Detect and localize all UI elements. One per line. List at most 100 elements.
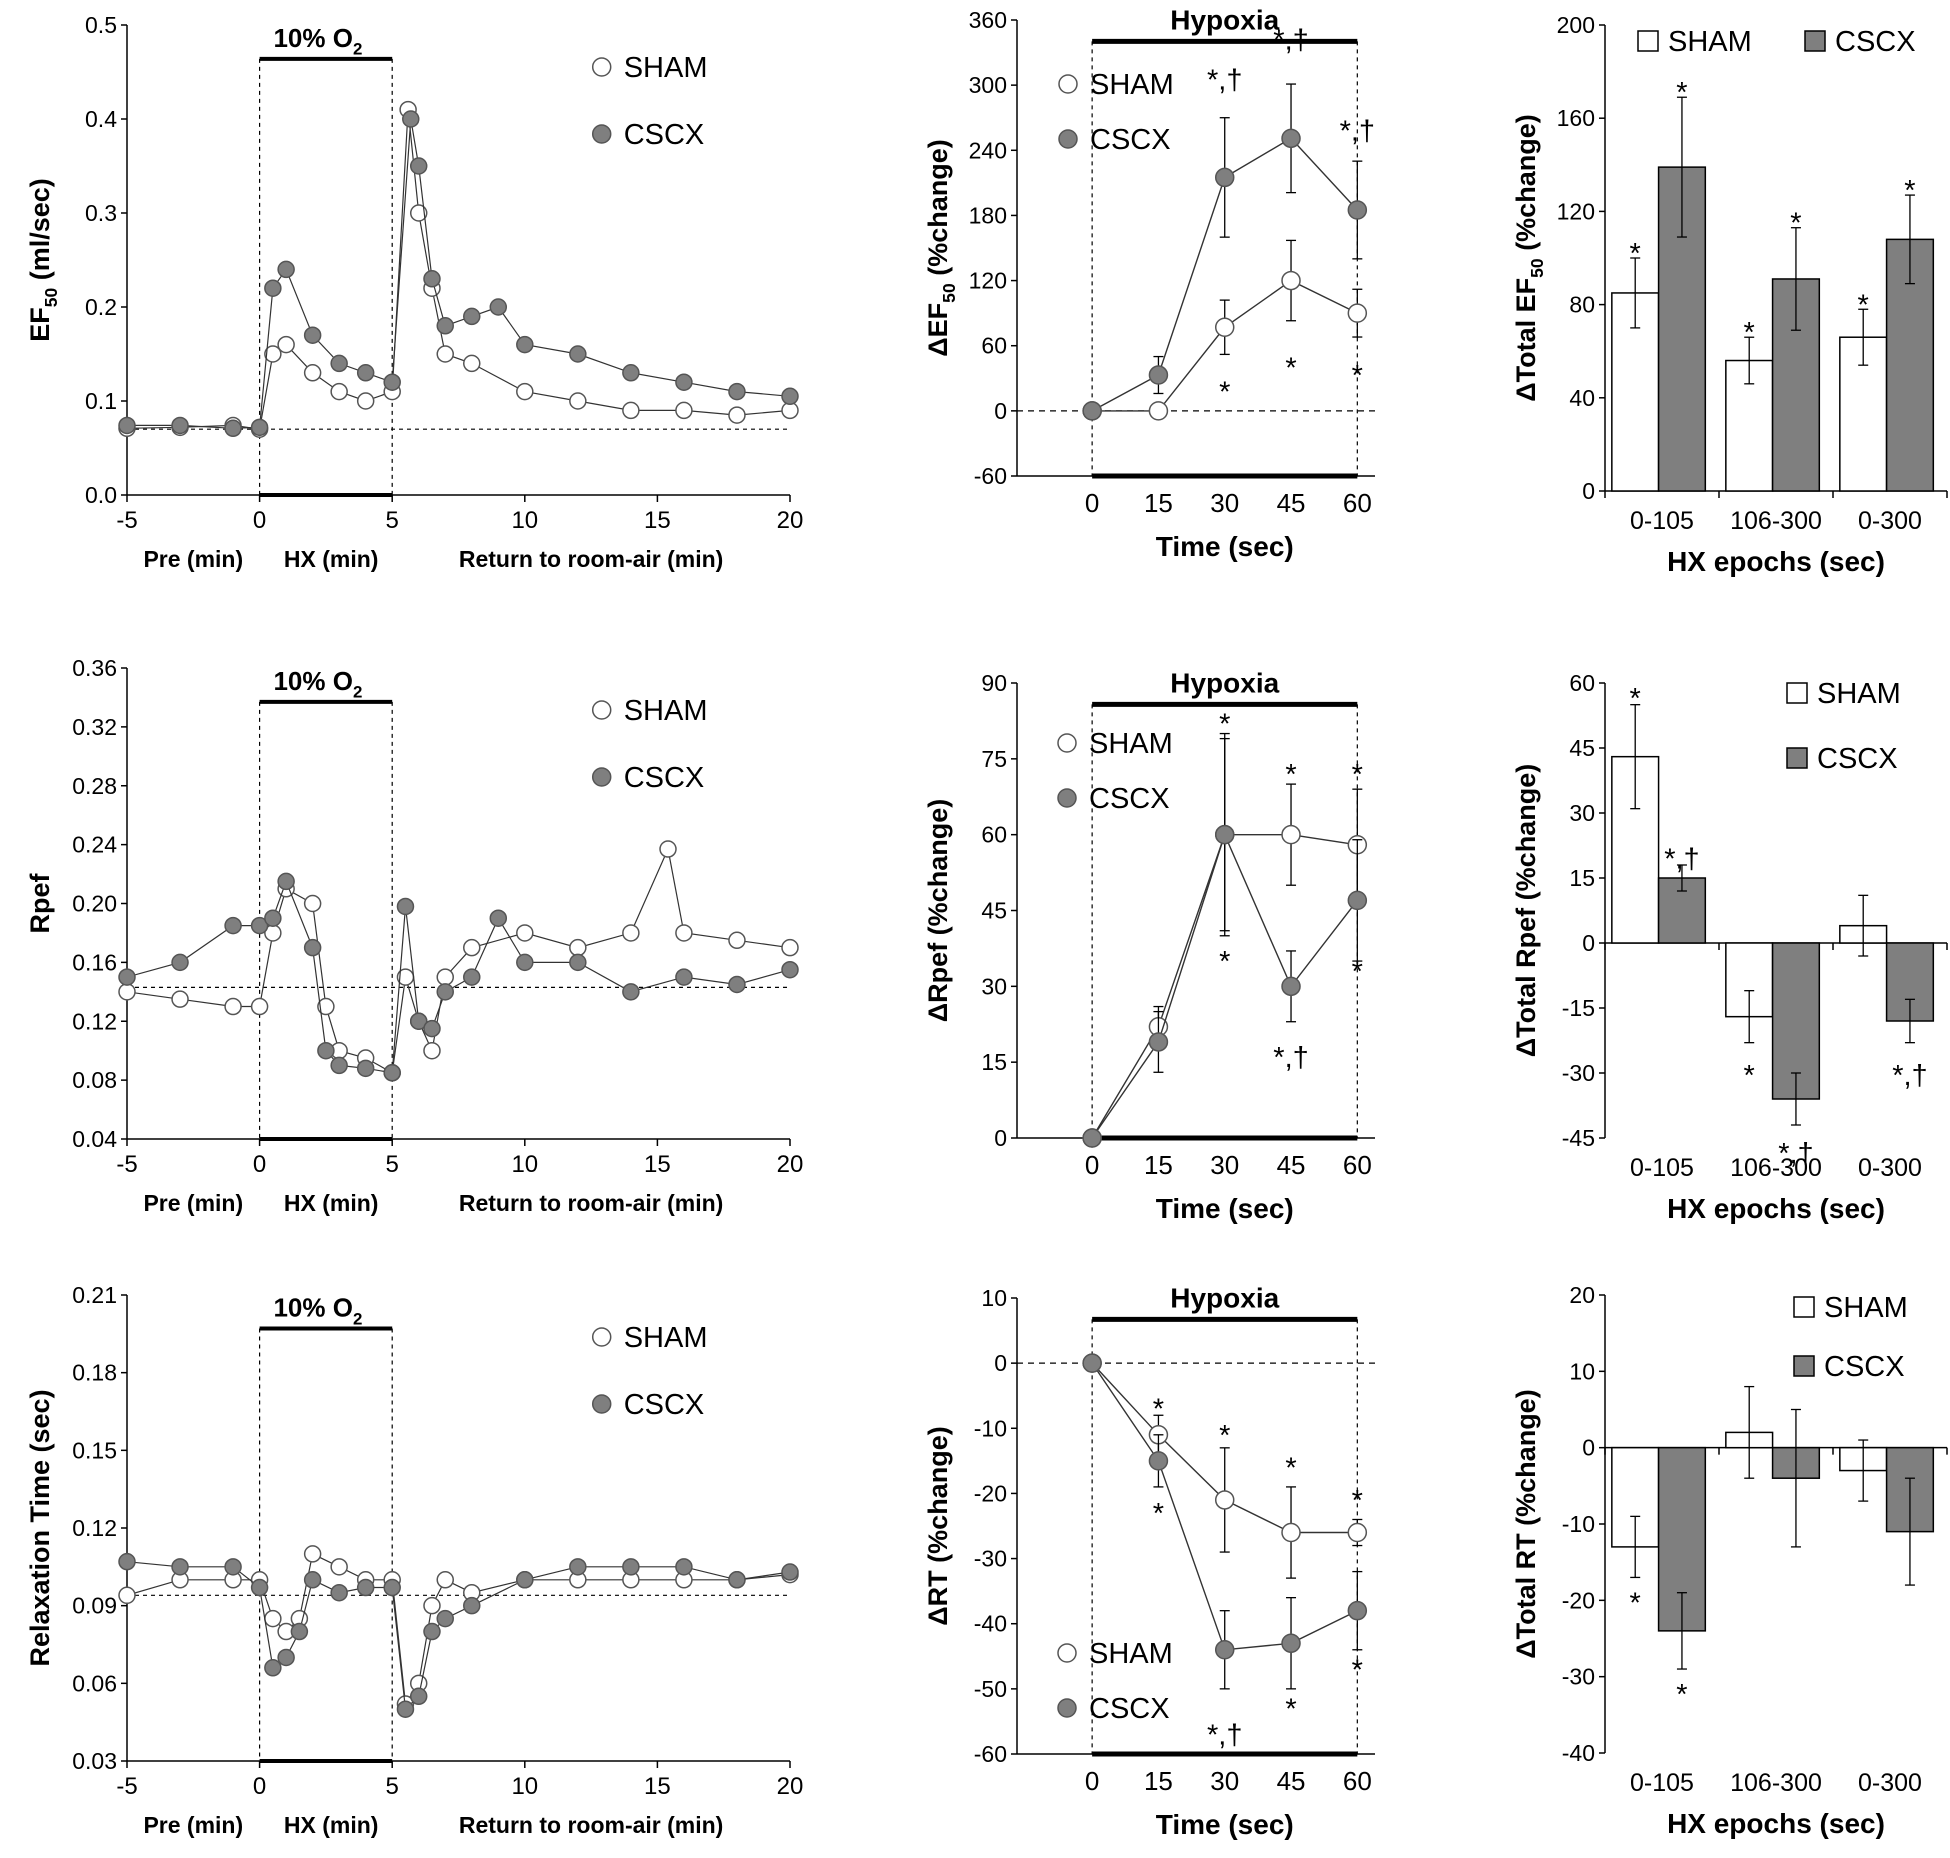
- rt_time-cscx-point: [356, 1578, 375, 1597]
- rpef_time-cscx-point: [622, 983, 640, 1001]
- rpef_total-y-label: ΔTotal Rpef (%change): [1511, 764, 1541, 1057]
- rpef_pct-y-tick-label: 60: [981, 822, 1007, 848]
- rpef_time-sham-point: [728, 931, 746, 950]
- rt_time-y-tick-label: 0.15: [72, 1437, 117, 1463]
- rpef_time-sham-point: [423, 1041, 441, 1060]
- rpef_time-cscx-point: [396, 897, 415, 916]
- ef50_time-cscx-point: [264, 279, 282, 297]
- ef50_pct-panel: -60 0 60 120 180 240 300 360 ΔEF50 (%change) 0 15 3…: [923, 4, 1375, 562]
- ef50_total-x-label: HX epochs (sec): [1667, 546, 1885, 577]
- ef50_pct-sham-point: [1148, 401, 1169, 421]
- rpef_time-y-tick-label: 0.20: [72, 891, 117, 917]
- rpef_pct-x-tick-label: 30: [1210, 1150, 1239, 1180]
- ef50_time-y-label-sub: 50: [41, 288, 61, 308]
- rt_time-cscx-point: [409, 1687, 428, 1706]
- rt_time-cscx-point: [264, 1659, 282, 1677]
- rt_time-sham-point: [118, 1586, 136, 1605]
- rpef_total-y-tick-label: 30: [1569, 800, 1595, 826]
- rpef_time-y-tick-label: 0.36: [72, 655, 117, 681]
- rpef_time-sham-point: [303, 894, 322, 913]
- rpef_total-y-tick-label: 0: [1582, 930, 1595, 956]
- rt_pct-cscx-point: [1148, 1451, 1169, 1471]
- ef50_time-cscx-point: [277, 260, 295, 279]
- ef50_time-cscx-point: [781, 387, 799, 406]
- ef50_pct-x-label: Time (sec): [1156, 531, 1294, 562]
- ef50_total-y-tick-label: 120: [1557, 198, 1595, 224]
- ef50_pct-y-label-sub: 50: [939, 283, 959, 303]
- rt_total-x-tick-label: 0-300: [1858, 1769, 1922, 1797]
- ef50_pct-sham-point: [1214, 317, 1235, 338]
- ef50_time-cscx-point: [489, 298, 508, 316]
- rt_pct-annotation: *: [1219, 1420, 1230, 1452]
- ef50_pct-y-label-main: ΔEF: [923, 303, 953, 357]
- ef50_time-x-tick-label: 20: [777, 507, 804, 534]
- rpef_pct-x-tick-label: 15: [1144, 1150, 1173, 1180]
- rpef_total-annotation: *,†: [1664, 843, 1699, 875]
- rpef_pct-x-tick-label: 0: [1085, 1150, 1099, 1180]
- ef50_total-y-label: ΔTotal EF50 (%change): [1511, 114, 1547, 401]
- ef50_time-panel: 0.0 0.1 0.2 0.3 0.4 0.5 EF50 (ml/sec) -5 0 5 10 15 2…: [25, 12, 803, 572]
- rpef_time-cscx-point: [303, 938, 322, 957]
- rt_time-sham-point: [423, 1596, 441, 1615]
- rpef_pct-x-tick-label: 45: [1277, 1150, 1306, 1180]
- ef50_time-cscx-line: [127, 118, 791, 429]
- rpef_time-panel: 0.04 0.08 0.12 0.16 0.20 0.24 0.28 0.32 0.36 Rpef…: [25, 655, 803, 1216]
- rpef_time-sham-point: [317, 997, 335, 1016]
- rpef_time-legend-marker: [591, 700, 612, 720]
- ef50_pct-cscx-point: [1082, 401, 1102, 421]
- rpef_time-x-tick-label: -5: [116, 1151, 137, 1178]
- rpef_pct-sham-point: [1281, 824, 1301, 845]
- ef50_pct-y-tick-label: 240: [969, 137, 1007, 163]
- ef50_time-cscx-point: [171, 416, 189, 435]
- rpef_time-y-tick-label: 0.32: [72, 714, 117, 740]
- rt_time-cscx-point: [277, 1648, 295, 1667]
- rpef_total-x-label: HX epochs (sec): [1667, 1193, 1885, 1224]
- rt_time-x-tick-label: 20: [777, 1773, 804, 1800]
- ef50_total-panel: 0 40 80 120 160 200 ΔTotal EF50 (%change) 0-105…: [1511, 12, 1948, 577]
- rpef_time-y-tick-label: 0.12: [72, 1008, 117, 1034]
- rt_pct-panel: -60 -50 -40 -30 -20 -10 0 10 ΔRT (%change) 0 15 30 4…: [923, 1282, 1375, 1840]
- rt_time-cscx-point: [396, 1700, 415, 1718]
- rpef_time-x-tick-label: 20: [777, 1151, 804, 1178]
- rpef_total-legend-swatch: [1786, 747, 1808, 769]
- rt_pct-legend-marker: [1057, 1698, 1077, 1718]
- ef50_total-y-tick-label: 200: [1557, 12, 1595, 38]
- ef50_pct-y-label-tail: (%change): [923, 139, 953, 283]
- rpef_time-sham-point: [463, 938, 481, 957]
- rpef_total-y-tick-label: 60: [1569, 670, 1595, 696]
- ef50_time-cscx-point: [250, 418, 269, 437]
- rpef_total-y-tick-label: -30: [1562, 1060, 1595, 1086]
- ef50_time-hx-label-main: 10% O: [273, 23, 353, 53]
- rpef_time-sham-point: [622, 924, 640, 942]
- rt_time-cscx-point: [781, 1563, 799, 1581]
- rt_time-return-label: Return to room-air (min): [459, 1812, 724, 1838]
- rpef_time-y-label: Rpef: [25, 872, 55, 933]
- rpef_time-hx-label-sub: 2: [353, 683, 362, 702]
- rpef_pct-annotation: *: [1219, 946, 1230, 978]
- rpef_total-annotation: *,†: [1892, 1060, 1927, 1092]
- ef50_time-cscx-point: [463, 307, 481, 326]
- rpef_pct-x-tick-label: 60: [1343, 1150, 1372, 1180]
- rt_pct-x-tick-label: 15: [1144, 1766, 1173, 1796]
- rt_pct-y-tick-label: 0: [994, 1350, 1007, 1376]
- ef50_time-cscx-point: [622, 364, 640, 382]
- rpef_time-cscx-point: [463, 968, 481, 986]
- rpef_time-cscx-point: [277, 872, 295, 891]
- ef50_pct-y-tick-label: 60: [981, 333, 1007, 359]
- rt_pct-cscx-point: [1082, 1353, 1102, 1373]
- rpef_time-hx-label: 10% O2: [273, 666, 362, 702]
- ef50_pct-cscx-point: [1214, 167, 1235, 188]
- ef50_time-sham-point: [436, 345, 454, 363]
- rt_time-y-label-main: Relaxation Time (sec): [25, 1389, 55, 1666]
- ef50_time-sham-point: [569, 392, 587, 410]
- rpef_time-cscx-point: [118, 968, 136, 986]
- ef50_total-x-tick-label: 0-105: [1630, 507, 1694, 535]
- ef50_pct-y-tick-label: 300: [969, 72, 1007, 98]
- ef50_pct-y-tick-label: 120: [969, 268, 1007, 294]
- rpef_pct-annotation: *: [1219, 708, 1230, 740]
- ef50_time-pre-label: Pre (min): [143, 546, 243, 572]
- rt_time-legend-marker: [591, 1327, 612, 1347]
- rpef_time-cscx-point: [781, 960, 799, 979]
- rt_time-y-tick-label: 0.06: [72, 1670, 117, 1696]
